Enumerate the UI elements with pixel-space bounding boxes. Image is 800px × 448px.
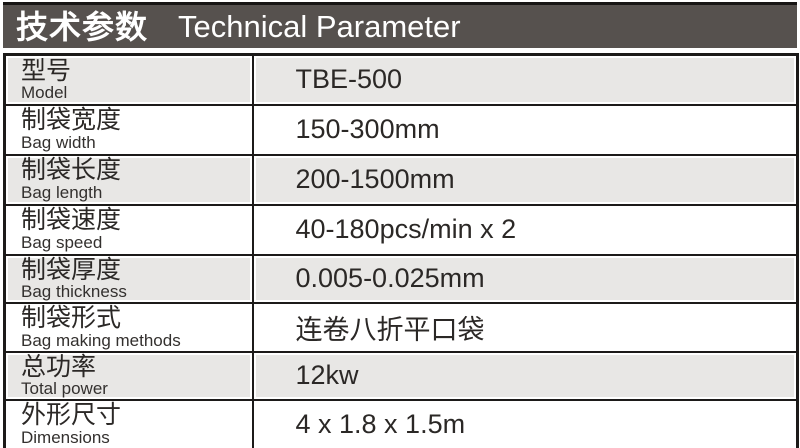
param-value: 200-1500mm bbox=[251, 153, 799, 206]
param-label-cell: 制袋长度 Bag length bbox=[3, 153, 254, 206]
param-label-cell: 总功率 Total power bbox=[3, 350, 254, 401]
table-row-total-power: 总功率 Total power 12kw bbox=[3, 350, 799, 401]
param-label-cell: 型号 Model bbox=[3, 53, 254, 106]
param-value: TBE-500 bbox=[251, 53, 799, 106]
section-title-english: Technical Parameter bbox=[178, 9, 461, 44]
section-title-chinese: 技术参数 bbox=[16, 8, 149, 45]
param-value: 连卷八折平口袋 bbox=[251, 302, 799, 353]
param-label-cell: 外形尺寸 Dimensions bbox=[3, 399, 254, 448]
param-value: 12kw bbox=[251, 350, 799, 401]
table-row-bag-width: 制袋宽度 Bag width 150-300mm bbox=[3, 103, 799, 156]
param-value: 4 x 1.8 x 1.5m bbox=[251, 399, 799, 448]
param-label-en: Dimensions bbox=[21, 427, 110, 447]
param-label-cell: 制袋形式 Bag making methods bbox=[3, 302, 254, 353]
param-label-en: Bag speed bbox=[21, 232, 103, 252]
param-label-en: Bag thickness bbox=[21, 282, 127, 301]
param-label-zh: 制袋形式 bbox=[21, 304, 122, 332]
table-row-bag-length: 制袋长度 Bag length 200-1500mm bbox=[3, 153, 799, 206]
param-label-zh: 制袋速度 bbox=[21, 206, 122, 235]
param-label-en: Model bbox=[21, 83, 68, 102]
param-label-zh: 制袋厚度 bbox=[21, 255, 122, 284]
param-value: 40-180pcs/min x 2 bbox=[251, 203, 799, 256]
param-label-cell: 制袋厚度 Bag thickness bbox=[3, 253, 254, 304]
table-row-model: 型号 Model TBE-500 bbox=[3, 53, 799, 106]
param-label-zh: 制袋宽度 bbox=[21, 106, 122, 135]
spec-table: 型号 Model TBE-500 制袋宽度 Bag width 150-300m… bbox=[3, 53, 799, 448]
section-header: 技术参数 Technical Parameter bbox=[3, 2, 797, 48]
table-row-dimensions: 外形尺寸 Dimensions 4 x 1.8 x 1.5m bbox=[3, 399, 799, 448]
param-label-cell: 制袋宽度 Bag width bbox=[3, 103, 254, 156]
param-label-zh: 外形尺寸 bbox=[21, 401, 122, 429]
param-label-cell: 制袋速度 Bag speed bbox=[3, 203, 254, 256]
param-value: 0.005-0.025mm bbox=[251, 253, 799, 304]
table-row-bag-making-methods: 制袋形式 Bag making methods 连卷八折平口袋 bbox=[3, 302, 799, 353]
param-label-zh: 制袋长度 bbox=[21, 156, 122, 185]
param-label-en: Bag width bbox=[21, 132, 96, 152]
table-row-bag-thickness: 制袋厚度 Bag thickness 0.005-0.025mm bbox=[3, 253, 799, 304]
param-label-en: Bag making methods bbox=[21, 330, 181, 350]
param-value: 150-300mm bbox=[251, 103, 799, 156]
table-row-bag-speed: 制袋速度 Bag speed 40-180pcs/min x 2 bbox=[3, 203, 799, 256]
param-label-zh: 总功率 bbox=[21, 352, 97, 381]
param-label-en: Bag length bbox=[21, 182, 103, 202]
param-label-en: Total power bbox=[21, 379, 108, 398]
param-label-zh: 型号 bbox=[21, 56, 72, 85]
